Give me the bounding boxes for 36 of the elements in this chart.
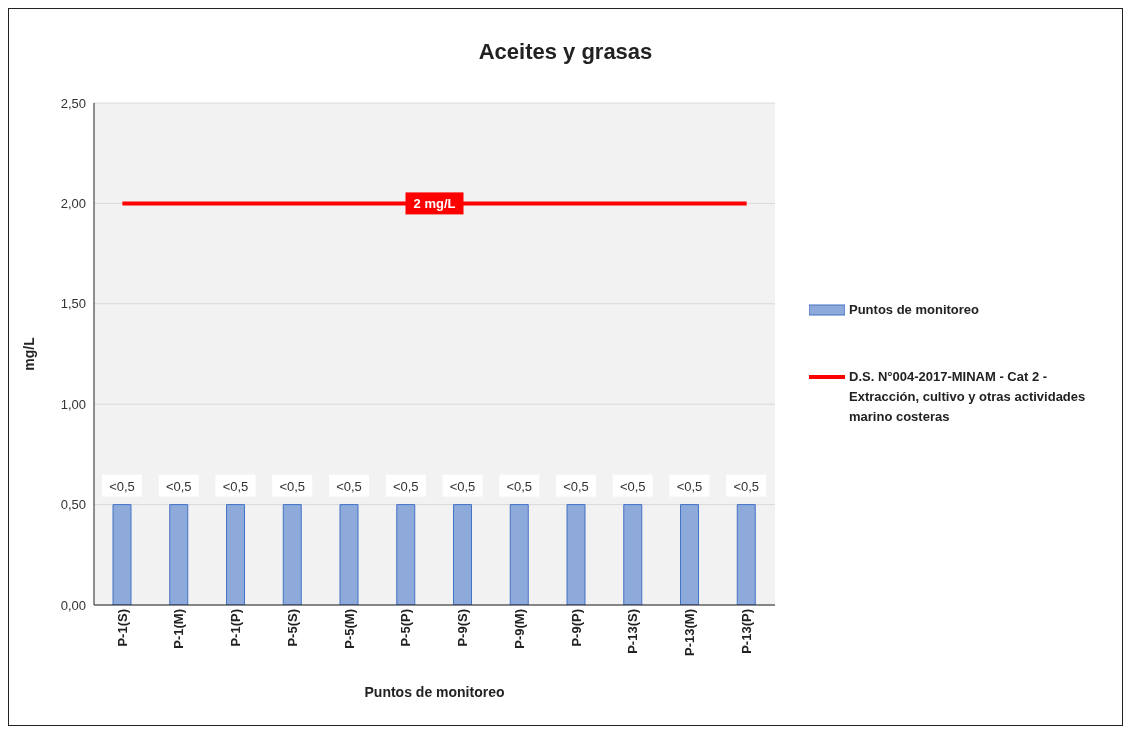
data-label: <0,5: [222, 478, 249, 494]
legend-label: Puntos de monitoreo: [849, 301, 979, 319]
annotation: 2 mg/L: [413, 196, 456, 212]
data-label: <0,5: [392, 478, 419, 494]
x-tick-label: P-1(S): [114, 609, 130, 647]
x-tick-label: P-5(P): [398, 609, 414, 647]
x-tick-label: P-5(M): [341, 609, 357, 649]
x-tick-label: P-9(S): [455, 609, 471, 647]
x-tick-label: P-9(M): [511, 609, 527, 649]
data-label: <0,5: [563, 478, 589, 494]
y-tick-label: 2,50: [60, 95, 86, 111]
x-axis-title: Puntos de monitoreo: [364, 684, 505, 700]
data-label: <0,5: [109, 478, 135, 494]
x-tick-label: P-13(M): [682, 609, 698, 656]
data-label: <0,5: [449, 478, 476, 494]
data-label: <0,5: [733, 478, 760, 494]
y-tick-label: 1,00: [60, 396, 86, 412]
data-label: <0,5: [506, 478, 533, 494]
data-label: <0,5: [279, 478, 306, 494]
data-label: <0,5: [336, 478, 362, 494]
chart-title: Aceites y grasas: [477, 39, 654, 65]
data-label: <0,5: [676, 478, 703, 494]
y-tick-label: 0,00: [60, 597, 86, 613]
x-tick-label: P-13(S): [625, 609, 641, 654]
y-tick-label: 2,00: [60, 196, 86, 212]
legend-label: D.S. N°004-2017-MINAM - Cat 2 - Extracción, cultivo y otras actividades marino costeras: [849, 368, 1087, 426]
data-label: <0,5: [619, 478, 646, 494]
y-axis-title: mg/L: [20, 336, 37, 371]
x-tick-label: P-1(M): [171, 609, 187, 649]
y-tick-label: 1,50: [60, 296, 86, 312]
x-tick-label: P-5(S): [284, 609, 300, 647]
y-tick-label: 0,50: [60, 497, 86, 513]
x-tick-label: P-1(P): [228, 609, 244, 647]
data-label: <0,5: [165, 478, 192, 494]
x-tick-label: P-9(P): [568, 609, 584, 647]
x-tick-label: P-13(P): [738, 609, 754, 654]
